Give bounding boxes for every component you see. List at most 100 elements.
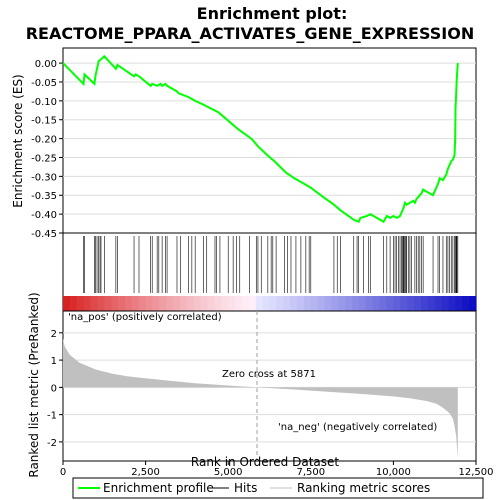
color-bar-segment — [434, 296, 443, 311]
pos-correlated-label: 'na_pos' (positively correlated) — [68, 312, 222, 323]
color-bar-segment — [69, 296, 78, 311]
color-bar-segment — [214, 296, 222, 311]
color-bar-segment — [372, 296, 381, 311]
color-bar-segment — [131, 296, 140, 311]
color-bar-segment — [152, 296, 160, 311]
color-bar-segment — [448, 296, 456, 311]
color-bar-segment — [290, 296, 298, 311]
color-bar-segment — [427, 296, 436, 311]
color-bar-segment — [76, 296, 85, 311]
color-bar-segment — [118, 296, 126, 311]
color-bar-segment — [159, 296, 167, 311]
metric-x-tick-label: 5,000 — [214, 467, 243, 478]
es-y-tick-label: 0.00 — [35, 59, 57, 70]
hits-panel — [62, 232, 477, 312]
zero-cross-label: Zero cross at 5871 — [222, 369, 316, 380]
metric-x-tick-label: 12,500 — [459, 467, 494, 478]
metric-y-tick-label: 1 — [51, 356, 57, 367]
metric-y-tick-label: 2 — [51, 329, 57, 340]
color-bar-segment — [441, 296, 450, 311]
es-panel-frame — [62, 47, 477, 234]
color-bar-segment — [345, 296, 353, 311]
legend-enrichment-label: Enrichment profile — [103, 481, 214, 495]
color-bar-segment — [469, 296, 477, 311]
color-bar-segment — [400, 296, 408, 311]
color-bar-segment — [262, 296, 271, 311]
color-bar-segment — [276, 296, 284, 311]
color-bar-segment — [90, 296, 99, 311]
es-y-tick-label: -0.40 — [31, 210, 57, 221]
es-y-tick-label: -0.25 — [31, 153, 57, 164]
metric-grid — [63, 332, 476, 443]
color-bar-segment — [358, 296, 367, 311]
es-y-tick-label: -0.05 — [31, 78, 57, 89]
es-y-axis-label: Enrichment score (ES) — [11, 74, 25, 207]
metric-x-tick-label: 7,500 — [296, 467, 325, 478]
color-bar-segment — [407, 296, 415, 311]
color-bar-segment — [269, 296, 277, 311]
legend: Enrichment profile Hits Ranking metric s… — [72, 477, 484, 499]
color-bar-segment — [138, 296, 147, 311]
color-bar-segment — [462, 296, 470, 311]
color-bar-segment — [173, 296, 181, 311]
es-y-tick-label: -0.15 — [31, 116, 57, 127]
es-y-tick-label: -0.35 — [31, 191, 57, 202]
color-bar-segment — [200, 296, 209, 311]
metric-x-ticks: 0 2,500 5,000 7,500 10,000 12,500 — [60, 461, 494, 478]
es-y-tick-label: -0.20 — [31, 135, 57, 146]
color-bar-segment — [207, 296, 216, 311]
es-y-tick-label: -0.30 — [31, 172, 57, 183]
color-bar-segment — [303, 296, 312, 311]
color-bar-segment — [180, 296, 188, 311]
metric-x-tick-label: 2,500 — [131, 467, 160, 478]
color-bar-segment — [393, 296, 401, 311]
color-bar-segment — [310, 296, 319, 311]
color-bar-segment — [97, 296, 105, 311]
metric-y-tick-label: -1 — [47, 411, 57, 422]
color-bar-segment — [379, 296, 388, 311]
color-bar-segment — [283, 296, 291, 311]
color-bar-segment — [63, 296, 71, 311]
color-bar-segment — [193, 296, 202, 311]
color-bar-segment — [145, 296, 154, 311]
color-bar-segment — [386, 296, 394, 311]
color-bar-segment — [420, 296, 429, 311]
metric-panel: 2 1 0 -1 -2 0 2,500 5,000 7,500 10,000 12,500 'na… — [27, 292, 494, 478]
metric-x-tick-label: 0 — [60, 467, 66, 478]
color-bar-segment — [111, 296, 119, 311]
metric-y-tick-label: 0 — [51, 383, 57, 394]
es-y-tick-label: -0.10 — [31, 97, 57, 108]
color-bar-segment — [166, 296, 174, 311]
color-bar-segment — [221, 296, 229, 311]
color-bar-segment — [317, 296, 326, 311]
metric-y-tick-label: -2 — [47, 438, 57, 449]
color-bar-segment — [83, 296, 92, 311]
color-bar-segment — [235, 296, 243, 311]
enrichment-profile-line — [62, 54, 459, 224]
color-bar-segment — [104, 296, 112, 311]
metric-y-axis-label: Ranked list metric (PreRanked) — [27, 292, 41, 477]
chart-title-line2: REACTOME_PPARA_ACTIVATES_GENE_EXPRESSION — [26, 24, 475, 43]
chart-title-line1: Enrichment plot: — [197, 4, 348, 23]
metric-x-tick-label: 10,000 — [376, 467, 411, 478]
ranking-color-bar — [63, 296, 477, 311]
es-panel: 0.00 -0.05 -0.10 -0.15 -0.20 -0.25 -0.30 -0.35 -… — [11, 47, 477, 240]
color-bar-segment — [352, 296, 360, 311]
legend-hits-label: Hits — [234, 481, 257, 495]
color-bar-segment — [248, 296, 257, 311]
metric-x-axis-label: Rank in Ordered Dataset — [191, 455, 339, 469]
color-bar-segment — [241, 296, 250, 311]
color-bar-segment — [228, 296, 236, 311]
color-bar-segment — [186, 296, 195, 311]
color-bar-segment — [455, 296, 463, 311]
metric-y-ticks: 2 1 0 -1 -2 — [47, 329, 63, 449]
legend-metric-label: Ranking metric scores — [297, 481, 430, 495]
color-bar-segment — [124, 296, 133, 311]
color-bar-segment — [365, 296, 374, 311]
hit-lines — [83, 236, 459, 293]
es-y-tick-label: -0.45 — [31, 229, 57, 240]
color-bar-segment — [338, 296, 346, 311]
color-bar-segment — [255, 296, 264, 311]
color-bar-segment — [331, 296, 339, 311]
